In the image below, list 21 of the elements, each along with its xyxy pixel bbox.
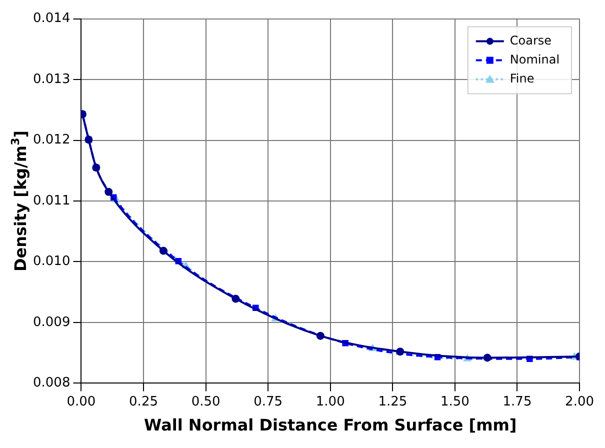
y-axis-title: Density [kg/m3]	[8, 130, 30, 272]
legend-label: Nominal	[510, 52, 560, 66]
legend-label: Fine	[510, 71, 534, 86]
y-tick-label: 0.011	[33, 193, 70, 208]
x-tick-label: 1.00	[316, 394, 345, 410]
y-tick-label: 0.010	[33, 254, 70, 270]
y-tick-label: 0.008	[33, 376, 70, 391]
x-tick-label: 1.50	[440, 394, 470, 410]
y-tick-label: 0.012	[33, 132, 70, 148]
x-tick-label: 0.75	[254, 394, 283, 410]
legend-label: Coarse	[510, 33, 552, 48]
x-tick-label: 1.25	[378, 394, 408, 410]
x-axis-title: Wall Normal Distance From Surface [mm]	[144, 416, 517, 435]
y-tick-label: 0.013	[33, 72, 70, 87]
x-tick-label: 2.00	[565, 394, 594, 410]
x-tick-label: 0.00	[66, 394, 96, 410]
x-tick-label: 1.75	[502, 394, 532, 410]
y-tick-label: 0.014	[33, 11, 70, 26]
y-tick-label: 0.009	[33, 314, 70, 330]
x-tick-label: 0.25	[129, 394, 158, 410]
x-tick-label: 0.50	[191, 394, 220, 410]
